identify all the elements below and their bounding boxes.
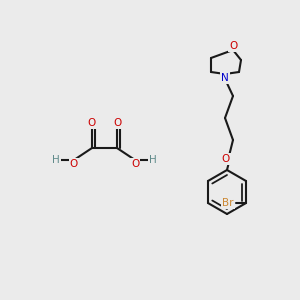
Text: O: O — [113, 118, 121, 128]
Text: O: O — [222, 154, 230, 164]
Text: O: O — [88, 118, 96, 128]
Text: H: H — [149, 155, 157, 165]
Text: O: O — [70, 159, 78, 169]
Text: N: N — [221, 73, 229, 83]
Text: Br: Br — [222, 198, 234, 208]
Text: O: O — [229, 41, 237, 51]
Text: O: O — [131, 159, 139, 169]
Text: H: H — [52, 155, 60, 165]
